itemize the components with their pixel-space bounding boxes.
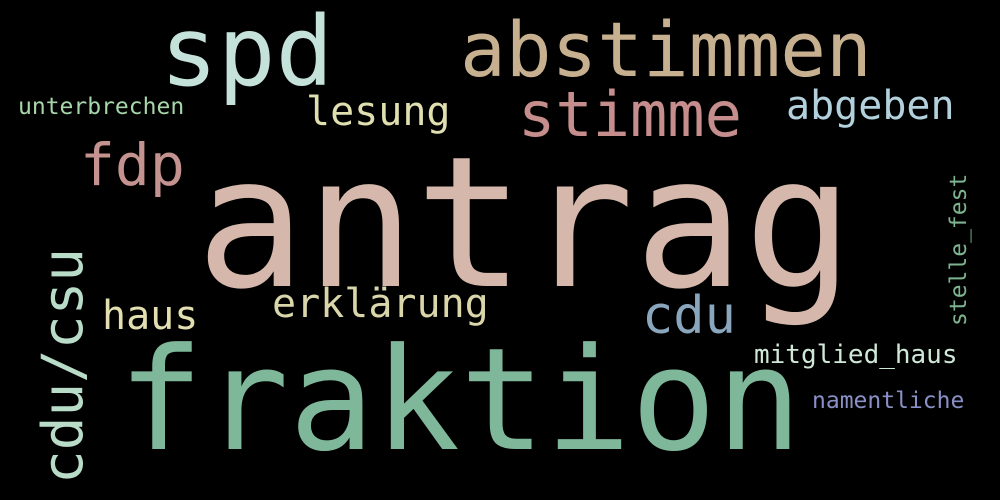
- word-mitglied-haus: mitglied_haus: [754, 340, 958, 370]
- word-unterbrechen: unterbrechen: [18, 94, 185, 120]
- word-spd: spd: [160, 0, 334, 108]
- word-cdu-csu: cdu/csu: [31, 247, 96, 484]
- word-cdu: cdu: [642, 286, 736, 346]
- word-antrag: antrag: [196, 117, 854, 329]
- word-lesung: lesung: [306, 89, 451, 135]
- word-abgeben: abgeben: [786, 83, 955, 129]
- word-fraktion: fraktion: [118, 318, 802, 483]
- word-stelle-fest: stelle_fest: [946, 173, 972, 326]
- word-namentliche: namentliche: [812, 388, 965, 414]
- word-haus: haus: [102, 293, 199, 339]
- word-erklaerung: erklärung: [272, 281, 489, 327]
- word-abstimmen: abstimmen: [460, 5, 872, 94]
- word-fdp: fdp: [80, 131, 185, 199]
- word-stimme: stimme: [518, 78, 742, 151]
